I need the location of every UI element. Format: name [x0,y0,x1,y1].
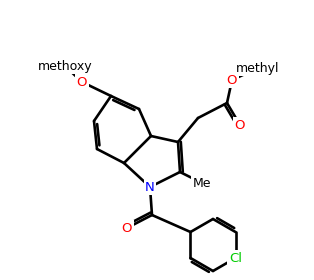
Text: O: O [227,74,237,87]
Text: Cl: Cl [229,251,242,265]
Text: Me: Me [193,176,211,190]
Text: methoxy: methoxy [38,60,92,73]
Text: methyl: methyl [236,62,280,74]
Text: O: O [122,221,132,235]
Text: N: N [145,181,155,193]
Text: O: O [77,76,87,88]
Text: O: O [235,118,245,132]
